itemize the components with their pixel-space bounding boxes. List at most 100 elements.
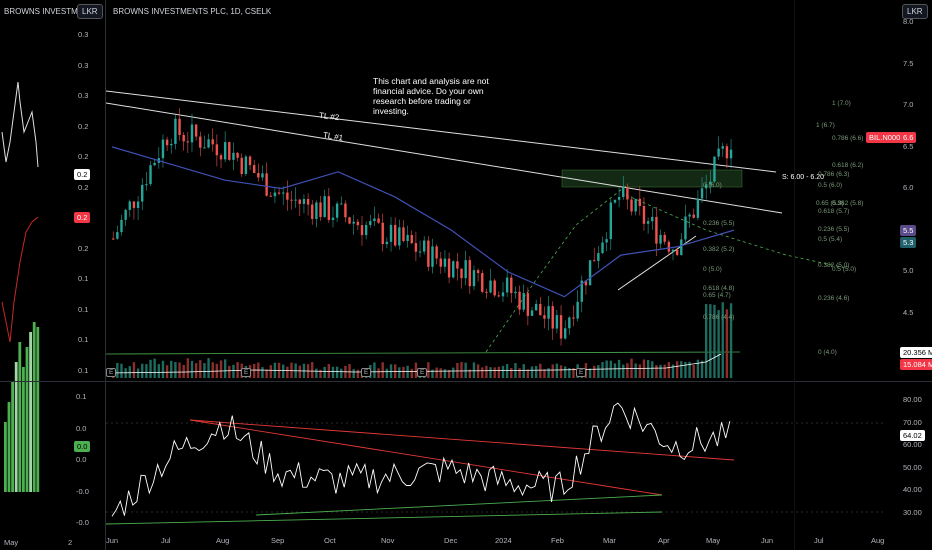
volume-bar (452, 367, 455, 378)
candle-body (199, 136, 202, 148)
candle-body (485, 291, 488, 293)
candle-body (194, 124, 198, 137)
volume-bar (207, 358, 210, 378)
volume-bar (547, 368, 550, 378)
candle-body (335, 203, 339, 218)
candle-body (617, 197, 621, 200)
candle-body (725, 146, 729, 159)
volume-bar (132, 362, 136, 378)
volume-bar (435, 367, 438, 378)
candle-body (472, 270, 476, 287)
candle-body (435, 246, 438, 259)
candle-body (717, 148, 720, 157)
candle-body (360, 225, 364, 236)
candle-body (622, 187, 625, 198)
ma2-price-tag: 5.3 (900, 237, 917, 248)
volume-bar (464, 362, 467, 378)
price-axis-label: 7.0 (903, 100, 914, 109)
volume-bar (252, 363, 256, 378)
earnings-marker[interactable]: E (361, 368, 372, 377)
candle-body (605, 239, 608, 243)
volume-bar (638, 364, 642, 378)
left-osc-axis-label: -0.0 (76, 518, 89, 527)
candle-body (580, 280, 583, 302)
left-symbol-title[interactable]: BROWNS INVESTMENT (4, 7, 94, 16)
left-price-tag-red: 0.2 (74, 212, 91, 223)
fib-level-label: 0.382 (5.0) (818, 262, 850, 269)
volume-bar (472, 362, 476, 378)
candle-body (651, 216, 654, 222)
earnings-marker[interactable]: E (576, 368, 587, 377)
candle-body (340, 203, 343, 205)
price-axis-label: 7.5 (903, 58, 914, 68)
volume-bar (165, 365, 169, 378)
left-price-axis[interactable]: 0.3 0.3 0.3 0.2 0.2 0.2 0.2 0.2 0.1 0.1 0.1 0.1 (74, 30, 104, 390)
candle-body (331, 217, 335, 221)
candle-body (489, 280, 492, 293)
candle-body (223, 142, 227, 160)
left-osc-axis-label: 0.0 (76, 423, 87, 433)
projection-dashed-green (485, 185, 627, 353)
candle-body (244, 156, 248, 174)
time-axis-label: Jul (161, 536, 171, 545)
candle-body (252, 165, 256, 173)
volume-bar (522, 364, 525, 378)
candle-body (584, 280, 588, 286)
candle-body (543, 315, 546, 319)
candle-body (551, 306, 554, 329)
volume-bar (232, 364, 235, 378)
candle-body (588, 260, 592, 286)
left-osc-axis[interactable]: 0.1 0.0 0.0 -0.0 -0.0 (76, 392, 104, 532)
candle-body (369, 221, 372, 225)
rsi-axis-label: 40.00 (903, 485, 922, 494)
candle-body (443, 258, 447, 267)
fib-level-label: 0.65 (5.9) (816, 200, 844, 207)
volume-bar (157, 364, 161, 378)
volume-bar (468, 369, 472, 378)
currency-badge[interactable]: LKR (902, 4, 928, 19)
volume-bar (559, 365, 563, 378)
pane-divider[interactable] (106, 381, 932, 382)
rsi-axis-label: 80.00 (903, 395, 922, 404)
left-price-axis-label: 0.1 (78, 335, 89, 344)
earnings-marker[interactable]: E (417, 368, 428, 377)
volume-bar (663, 364, 666, 378)
candle-body (219, 155, 223, 160)
candle-body (327, 196, 331, 221)
candle-body (634, 198, 637, 212)
candle-body (269, 195, 272, 197)
trendline-tl1 (106, 102, 783, 214)
candle-body (348, 217, 351, 224)
main-chart-pane[interactable]: BROWNS INVESTMENTS PLC, 1D, CSELK LKR Th… (106, 0, 932, 550)
candle-body (688, 214, 691, 217)
left-chart-pane[interactable]: BROWNS INVESTMENT LKR 0.3 0.3 0.3 0.2 0.2 0.2… (0, 0, 106, 550)
candle-body (522, 293, 525, 310)
candle-body (207, 139, 210, 148)
time-axis-label: Feb (551, 536, 564, 545)
price-axis-label: 6.0 (903, 183, 914, 192)
candle-body (501, 292, 505, 297)
left-price-axis-label: 0.3 (78, 30, 89, 39)
rsi-axis-label: 50.00 (903, 462, 922, 472)
candle-body (456, 261, 459, 269)
candle-body (203, 147, 206, 149)
fib-level-label: 1 (6.7) (816, 122, 835, 129)
symbol-title[interactable]: BROWNS INVESTMENTS PLC, 1D, CSELK (113, 7, 272, 16)
candle-body (505, 277, 509, 293)
left-price-axis-label: 0.1 (78, 304, 89, 314)
volume-bar (116, 362, 119, 378)
volume-bar (651, 361, 654, 378)
fib-level-label: 0.5 (5.4) (818, 236, 843, 243)
volume-bar (447, 369, 451, 378)
left-currency-badge[interactable]: LKR (77, 4, 103, 19)
rsi-value-tag: 64.02 (900, 430, 925, 441)
candle-body (136, 201, 140, 208)
volume-bar (348, 364, 351, 378)
price-chart[interactable] (106, 0, 932, 550)
candle-body (306, 198, 310, 205)
projection-dashed-green-2 (625, 194, 847, 269)
earnings-marker[interactable]: E (106, 368, 117, 377)
candle-body (493, 280, 496, 296)
earnings-marker[interactable]: E (241, 368, 252, 377)
candle-body (128, 201, 131, 210)
